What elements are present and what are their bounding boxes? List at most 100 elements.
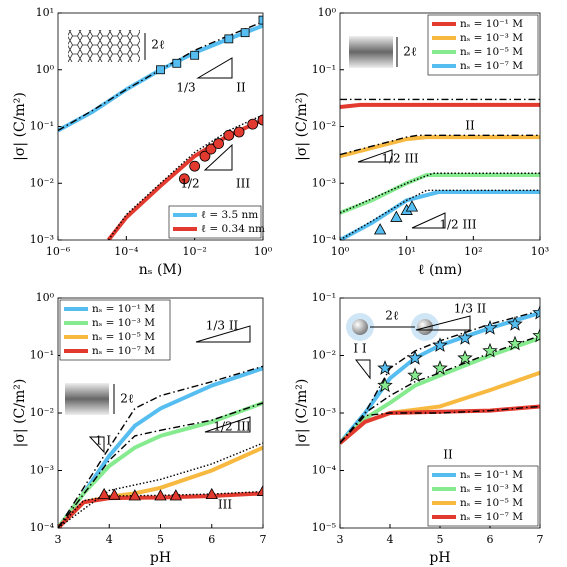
- y-tick-label: 10⁻²: [312, 349, 336, 362]
- x-axis-label: pH: [429, 550, 450, 566]
- annotation: 1/2: [180, 177, 199, 191]
- x-tick-label: 5: [437, 533, 444, 546]
- frame: [339, 12, 541, 241]
- x-tick-label: 10³: [531, 245, 549, 258]
- marker: [507, 335, 523, 351]
- y-tick-label: 10⁻⁴: [312, 464, 337, 477]
- line: [340, 135, 540, 159]
- marker: [213, 138, 224, 149]
- marker: [407, 350, 423, 365]
- marker: [128, 489, 142, 501]
- line: [340, 404, 540, 445]
- annotation: 1/3 II: [454, 302, 487, 316]
- legend-label: nₛ = 10⁻³ M: [460, 32, 523, 44]
- annotation: III: [236, 177, 250, 191]
- x-tick-label: 7: [537, 533, 544, 546]
- marker: [532, 304, 540, 320]
- x-tick-label: 10⁻⁶: [46, 245, 71, 258]
- marker: [507, 316, 523, 331]
- line: [58, 442, 263, 528]
- x-axis-label: nₛ (M): [139, 262, 182, 278]
- y-tick-label: 10⁻⁵: [312, 521, 336, 534]
- annotation: III: [218, 498, 232, 512]
- marker: [224, 34, 234, 44]
- marker: [457, 330, 473, 345]
- legend-label: ℓ = 3.5 nm: [201, 209, 258, 221]
- x-tick-label: 4: [106, 533, 113, 546]
- marker: [532, 327, 540, 343]
- marker: [189, 160, 201, 172]
- y-tick-label: 10⁻¹: [312, 63, 336, 76]
- plot-area: [58, 15, 263, 240]
- plot-area: [58, 365, 263, 528]
- x-tick-label: 10⁻²: [183, 245, 207, 258]
- annotation: I I: [353, 342, 367, 356]
- y-tick-label: 10⁻³: [30, 233, 54, 246]
- frame: [339, 297, 541, 529]
- annotation: 2ℓ: [403, 45, 417, 59]
- x-axis-label: pH: [150, 550, 171, 566]
- annotation: II: [236, 81, 246, 95]
- legend-label: nₛ = 10⁻¹ M: [460, 18, 523, 30]
- slope-triangles: [88, 57, 471, 454]
- annotation: 1/2 III: [381, 152, 419, 166]
- annotation: 1/2 III: [439, 218, 477, 232]
- y-tick-label: 10⁻³: [30, 464, 54, 477]
- y-tick-label: 10¹: [36, 6, 54, 19]
- annotation: 1/3: [176, 81, 195, 95]
- marker: [178, 173, 190, 185]
- legend-box: [168, 205, 262, 239]
- graphene-icon: [68, 30, 140, 62]
- marker: [407, 367, 423, 383]
- x-tick-label: 10²: [464, 245, 482, 258]
- x-tick-label: 3: [55, 533, 62, 546]
- line: [340, 190, 540, 240]
- plot-area: [340, 98, 540, 240]
- y-tick-label: 10⁻³: [312, 176, 336, 189]
- line: [340, 189, 540, 240]
- y-tick-label: 10⁻⁴: [30, 521, 55, 534]
- line: [340, 102, 540, 110]
- marker: [190, 50, 200, 60]
- marker: [108, 488, 121, 500]
- y-tick-label: 10⁻²: [312, 120, 336, 133]
- marker: [97, 487, 111, 500]
- x-tick-label: 5: [157, 533, 164, 546]
- marker: [258, 15, 263, 25]
- x-axis-label: ℓ (nm): [418, 262, 462, 278]
- x-tick-label: 4: [387, 533, 394, 546]
- marker: [377, 360, 393, 375]
- y-axis-label: |σ| (C/m²): [294, 379, 310, 448]
- rod-icon: [349, 36, 393, 68]
- legend-label: ℓ = 0.34 nm: [201, 223, 265, 235]
- marker: [256, 484, 263, 496]
- line: [340, 336, 540, 445]
- marker: [257, 114, 263, 126]
- marker: [205, 487, 218, 500]
- marker: [373, 223, 387, 235]
- x-tick-label: 7: [260, 533, 267, 546]
- marker: [432, 337, 448, 352]
- plot-area: [340, 304, 540, 445]
- y-axis-label: |σ| (C/m²): [294, 92, 310, 161]
- legend-label: nₛ = 10⁻¹ M: [460, 469, 523, 481]
- marker: [233, 126, 245, 138]
- y-tick-label: 10⁻¹: [30, 349, 54, 362]
- line: [340, 134, 540, 156]
- frame: [57, 12, 264, 241]
- x-tick-label: 10⁻⁴: [114, 245, 139, 258]
- x-tick-label: 3: [337, 533, 344, 546]
- marker: [199, 150, 211, 162]
- legend-label: nₛ = 10⁻⁵ M: [460, 46, 523, 58]
- y-tick-label: 10⁰: [318, 6, 337, 19]
- line: [340, 335, 540, 444]
- line: [107, 114, 263, 240]
- legend-label: nₛ = 10⁻⁷ M: [460, 60, 523, 72]
- x-tick-label: 6: [487, 533, 494, 546]
- x-tick-label: 6: [208, 533, 215, 546]
- y-axis-label: |σ| (C/m²): [12, 92, 28, 161]
- marker: [156, 65, 165, 75]
- marker: [482, 319, 498, 335]
- line: [58, 402, 263, 528]
